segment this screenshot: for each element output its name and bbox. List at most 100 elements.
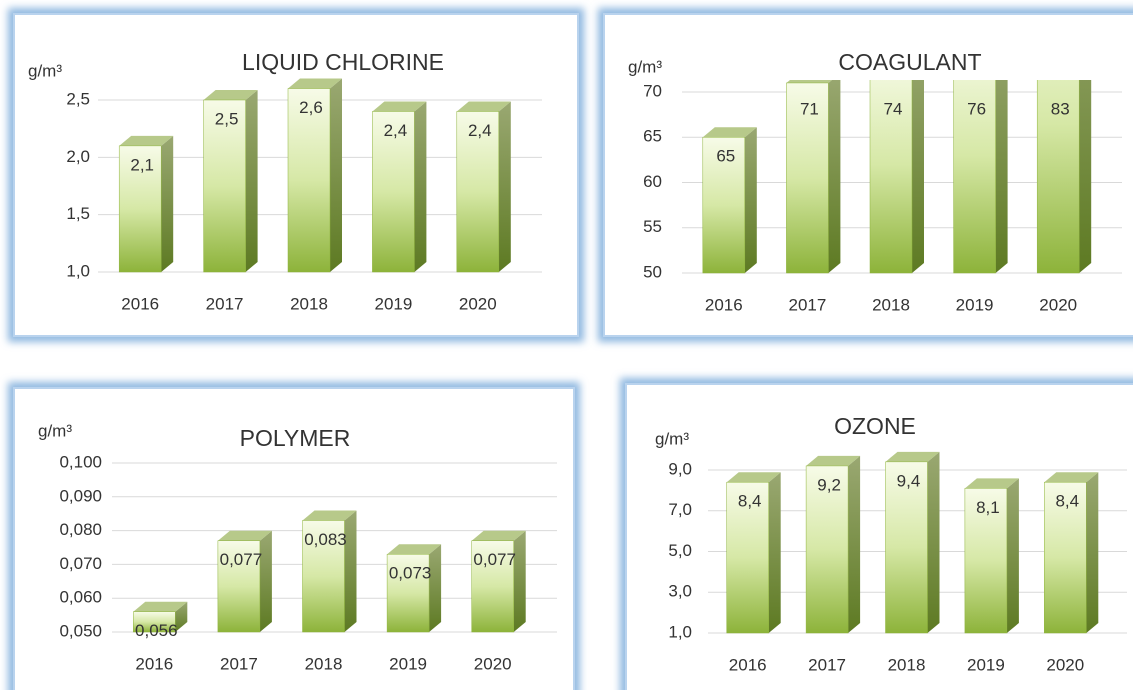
y-tick-label: 55 bbox=[643, 217, 662, 236]
y-axis-label: g/m³ bbox=[28, 61, 62, 80]
y-tick-label: 1,0 bbox=[66, 261, 90, 280]
bar-top bbox=[119, 135, 174, 146]
data-label: 2,5 bbox=[215, 109, 239, 128]
bar-side bbox=[1079, 80, 1092, 273]
bar-side bbox=[927, 451, 940, 633]
y-tick-label: 9,0 bbox=[668, 459, 692, 478]
x-tick-label: 2019 bbox=[967, 655, 1005, 674]
x-tick-label: 2016 bbox=[135, 654, 173, 673]
bar bbox=[885, 461, 928, 634]
data-label: 8,4 bbox=[738, 492, 762, 511]
y-tick-label: 5,0 bbox=[668, 541, 692, 560]
bar-side bbox=[848, 455, 861, 633]
y-axis-label: g/m³ bbox=[38, 421, 72, 440]
data-label: 83 bbox=[1051, 99, 1070, 118]
chart: POLYMER g/m³ 0,050 0,060 0,070 0,080 0,090 0,10… bbox=[38, 421, 557, 673]
x-tick-label: 2020 bbox=[1039, 295, 1077, 314]
x-tick-label: 2018 bbox=[290, 294, 328, 313]
bar bbox=[786, 82, 829, 274]
x-tick-label: 2018 bbox=[872, 295, 910, 314]
bar-top bbox=[786, 80, 832, 83]
bar-top bbox=[726, 472, 781, 483]
x-tick-label: 2017 bbox=[808, 655, 846, 674]
y-tick-label: 3,0 bbox=[668, 582, 692, 601]
bar-side bbox=[245, 90, 258, 272]
bar-side bbox=[259, 530, 272, 632]
y-tick-label: 0,080 bbox=[59, 520, 102, 539]
bar-side bbox=[429, 544, 442, 632]
x-tick-label: 2020 bbox=[474, 654, 512, 673]
bars bbox=[133, 510, 526, 633]
x-tick-label: 2016 bbox=[121, 294, 159, 313]
y-tick-label: 2,0 bbox=[66, 147, 90, 166]
y-tick-label: 0,060 bbox=[59, 588, 102, 607]
bar-top bbox=[302, 510, 357, 521]
bar-side bbox=[912, 80, 924, 273]
chart: COAGULANT g/m³ 50 55 60 65 70 65 2016 71 2017 74 201… bbox=[628, 49, 1122, 314]
data-label: 0,083 bbox=[304, 530, 347, 549]
data-label: 0,077 bbox=[473, 550, 516, 569]
x-tick-label: 2016 bbox=[729, 655, 767, 674]
bar bbox=[118, 145, 162, 273]
data-label: 8,1 bbox=[976, 498, 1000, 517]
bar-top bbox=[387, 544, 442, 555]
y-tick-label: 60 bbox=[643, 172, 662, 191]
data-label: 2,4 bbox=[384, 121, 408, 140]
y-axis-label: g/m³ bbox=[628, 57, 662, 76]
data-label: 0,077 bbox=[220, 550, 263, 569]
bar-side bbox=[768, 472, 781, 633]
x-tick-label: 2018 bbox=[305, 654, 343, 673]
bar-side bbox=[344, 510, 357, 632]
data-label: 2,6 bbox=[299, 98, 323, 117]
bar bbox=[953, 80, 996, 274]
bar bbox=[456, 111, 500, 273]
y-tick-label: 50 bbox=[643, 262, 662, 281]
bar bbox=[1044, 481, 1087, 634]
y-tick-label: 65 bbox=[643, 127, 662, 146]
bar-top bbox=[885, 451, 940, 462]
data-label: 76 bbox=[967, 99, 986, 118]
x-tick-label: 2020 bbox=[1046, 655, 1084, 674]
bar bbox=[217, 540, 261, 633]
bar-top bbox=[964, 478, 1019, 489]
bar-top bbox=[1044, 472, 1099, 483]
data-label: 65 bbox=[716, 147, 735, 166]
bar-side bbox=[498, 101, 511, 272]
bar bbox=[964, 488, 1008, 634]
y-tick-label: 0,090 bbox=[59, 486, 102, 505]
chart: LIQUID CHLORINE g/m³ 1,0 1,5 2,0 2,5 2,1 2016 2,… bbox=[28, 49, 542, 313]
data-label: 8,4 bbox=[1055, 492, 1079, 511]
bar-side bbox=[161, 135, 174, 272]
bar-top bbox=[203, 90, 258, 100]
chart: OZONE g/m³ 1,0 3,0 5,0 7,0 9,0 8,4 2016 9,2 2017 9,… bbox=[655, 413, 1127, 674]
bar bbox=[287, 88, 331, 273]
bar-side bbox=[1086, 472, 1099, 633]
data-label: 9,2 bbox=[817, 475, 841, 494]
x-tick-label: 2016 bbox=[705, 295, 743, 314]
data-label: 74 bbox=[884, 99, 903, 118]
x-tick-label: 2019 bbox=[374, 294, 412, 313]
y-tick-label: 1,0 bbox=[668, 622, 692, 641]
bar-side bbox=[828, 80, 841, 273]
data-label: 0,073 bbox=[389, 564, 432, 583]
y-tick-label: 0,070 bbox=[59, 554, 102, 573]
data-label: 2,1 bbox=[130, 155, 154, 174]
bar-side bbox=[995, 80, 1008, 273]
bar bbox=[702, 137, 746, 274]
chart-title: LIQUID CHLORINE bbox=[242, 49, 444, 75]
y-tick-label: 0,050 bbox=[59, 621, 102, 640]
bar-top bbox=[372, 101, 427, 112]
panels bbox=[8, 8, 1133, 690]
data-label: 2,4 bbox=[468, 121, 492, 140]
x-tick-label: 2017 bbox=[220, 654, 258, 673]
bar-side bbox=[330, 78, 342, 273]
bar-side bbox=[414, 101, 427, 272]
chart-title: POLYMER bbox=[240, 425, 351, 451]
bar-top bbox=[702, 127, 757, 138]
data-label: 0,056 bbox=[135, 621, 178, 640]
bar-top bbox=[456, 101, 511, 112]
bar bbox=[869, 80, 913, 274]
bar bbox=[302, 520, 345, 633]
